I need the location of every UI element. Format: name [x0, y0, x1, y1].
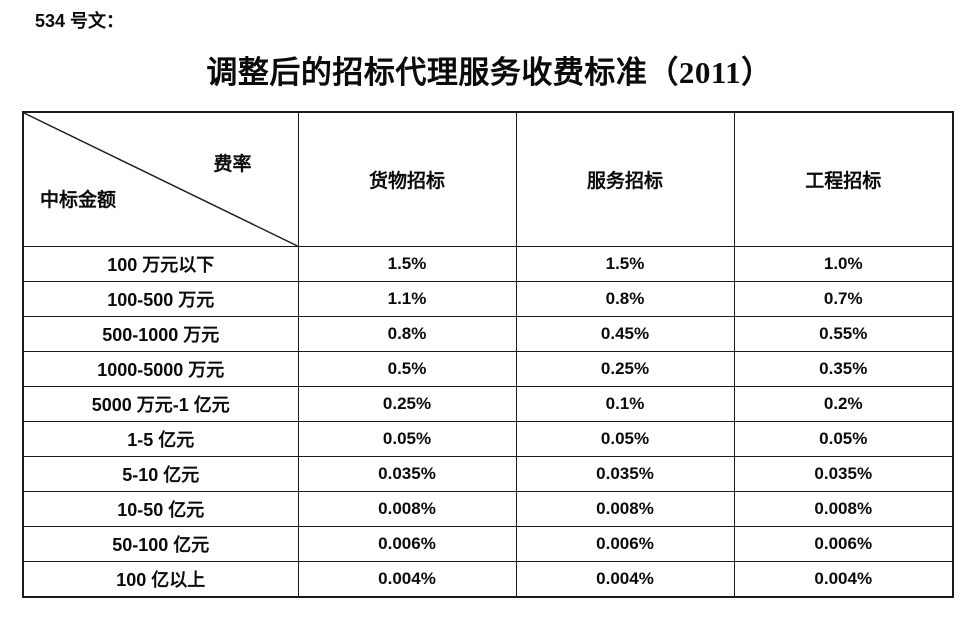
page-title: 调整后的招标代理服务收费标准（2011） — [206, 55, 773, 90]
fee-cell: 0.25% — [515, 351, 735, 387]
fee-cell: 0.008% — [733, 491, 954, 527]
fee-cell: 0.2% — [733, 386, 954, 422]
fee-cell: 0.25% — [297, 386, 517, 422]
fee-cell: 0.008% — [297, 491, 517, 527]
table-row: 50-100 亿元 0.006% 0.006% 0.006% — [22, 526, 954, 562]
fee-cell: 0.45% — [515, 316, 735, 352]
fee-cell: 0.55% — [733, 316, 954, 352]
fee-cell: 0.006% — [733, 526, 954, 562]
fee-cell: 0.004% — [733, 561, 954, 597]
corner-label-amount: 中标金额 — [40, 190, 117, 211]
row-label: 100 亿以上 — [22, 561, 299, 597]
fee-cell: 0.05% — [515, 421, 735, 457]
table-row: 100 亿以上 0.004% 0.004% 0.004% — [22, 561, 954, 597]
corner-cell: 费率 中标金额 — [22, 111, 299, 247]
row-label: 500-1000 万元 — [22, 316, 299, 352]
fee-cell: 0.5% — [297, 351, 517, 387]
fee-cell: 0.004% — [297, 561, 517, 597]
fee-cell: 1.5% — [515, 246, 735, 282]
table-row: 100 万元以下 1.5% 1.5% 1.0% — [22, 246, 954, 282]
table-header-row: 费率 中标金额 货物招标 服务招标 工程招标 — [22, 111, 954, 247]
fee-cell: 1.0% — [733, 246, 954, 282]
fee-cell: 0.7% — [733, 281, 954, 317]
fee-cell: 0.006% — [297, 526, 517, 562]
fee-cell: 0.035% — [733, 456, 954, 492]
row-label: 5000 万元-1 亿元 — [22, 386, 299, 422]
row-label: 50-100 亿元 — [22, 526, 299, 562]
fee-cell: 0.8% — [515, 281, 735, 317]
fee-cell: 0.35% — [733, 351, 954, 387]
diagonal-line — [24, 113, 298, 246]
row-label: 1-5 亿元 — [22, 421, 299, 457]
col-header-goods: 货物招标 — [297, 111, 517, 247]
doc-number: 534 号文： — [35, 11, 125, 31]
col-header-works: 工程招标 — [733, 111, 954, 247]
row-label: 5-10 亿元 — [22, 456, 299, 492]
corner-label-rate: 费率 — [213, 154, 252, 175]
corner-cell-content: 费率 中标金额 — [24, 113, 298, 246]
fee-cell: 0.1% — [515, 386, 735, 422]
row-label: 10-50 亿元 — [22, 491, 299, 527]
fee-cell: 0.05% — [297, 421, 517, 457]
fee-cell: 0.006% — [515, 526, 735, 562]
col-header-services: 服务招标 — [515, 111, 735, 247]
fee-cell: 0.004% — [515, 561, 735, 597]
table-row: 5000 万元-1 亿元 0.25% 0.1% 0.2% — [22, 386, 954, 422]
table-row: 10-50 亿元 0.008% 0.008% 0.008% — [22, 491, 954, 527]
table-row: 1000-5000 万元 0.5% 0.25% 0.35% — [22, 351, 954, 387]
fee-cell: 0.008% — [515, 491, 735, 527]
row-label: 100 万元以下 — [22, 246, 299, 282]
fee-cell: 1.1% — [297, 281, 517, 317]
table-row: 500-1000 万元 0.8% 0.45% 0.55% — [22, 316, 954, 352]
row-label: 100-500 万元 — [22, 281, 299, 317]
fee-cell: 1.5% — [297, 246, 517, 282]
table-row: 1-5 亿元 0.05% 0.05% 0.05% — [22, 421, 954, 457]
fee-table: 费率 中标金额 货物招标 服务招标 工程招标 100 万元以下 1.5% 1.5… — [22, 111, 954, 598]
row-label: 1000-5000 万元 — [22, 351, 299, 387]
table-row: 100-500 万元 1.1% 0.8% 0.7% — [22, 281, 954, 317]
fee-cell: 0.035% — [515, 456, 735, 492]
fee-cell: 0.035% — [297, 456, 517, 492]
fee-cell: 0.8% — [297, 316, 517, 352]
table-row: 5-10 亿元 0.035% 0.035% 0.035% — [22, 456, 954, 492]
fee-cell: 0.05% — [733, 421, 954, 457]
